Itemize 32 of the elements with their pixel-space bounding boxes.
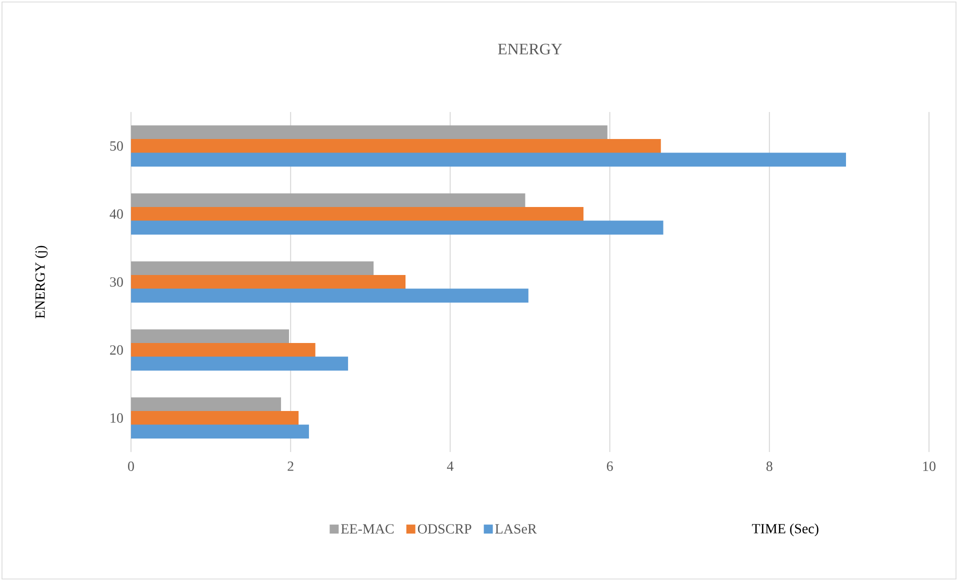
bar	[131, 356, 348, 371]
bar	[131, 275, 406, 289]
x-tick-label: 2	[288, 462, 294, 471]
y-tick-label: 30	[110, 277, 123, 287]
bar	[131, 220, 664, 235]
bar	[131, 411, 299, 425]
x-tick-label: 6	[606, 462, 613, 471]
bar	[131, 152, 846, 167]
x-tick-label: 0	[128, 462, 134, 471]
legend-label: ODSCRP	[418, 524, 472, 534]
legend-label: EE-MAC	[341, 524, 394, 534]
legend-label: LASeR	[495, 524, 537, 534]
x-tick-label: 10	[923, 462, 936, 471]
bar	[131, 424, 309, 439]
bar	[131, 397, 282, 412]
bar	[131, 207, 584, 221]
y-tick-label: 40	[110, 209, 123, 219]
bar	[131, 343, 316, 357]
y-tick-label: 10	[110, 413, 123, 423]
bar	[131, 261, 374, 276]
y-tick-label: 50	[110, 141, 123, 151]
bar	[131, 139, 661, 153]
y-axis-title: ENERGY (j)	[34, 246, 48, 318]
x-axis-title: TIME (Sec)	[752, 524, 818, 536]
x-tick-label: 8	[766, 462, 772, 471]
y-tick-label: 20	[110, 345, 123, 355]
x-tick-label: 4	[446, 462, 454, 471]
chart-title: ENERGY	[498, 44, 562, 54]
bar	[131, 193, 526, 208]
bar	[131, 125, 608, 140]
bar	[131, 329, 290, 344]
bar	[131, 288, 528, 303]
